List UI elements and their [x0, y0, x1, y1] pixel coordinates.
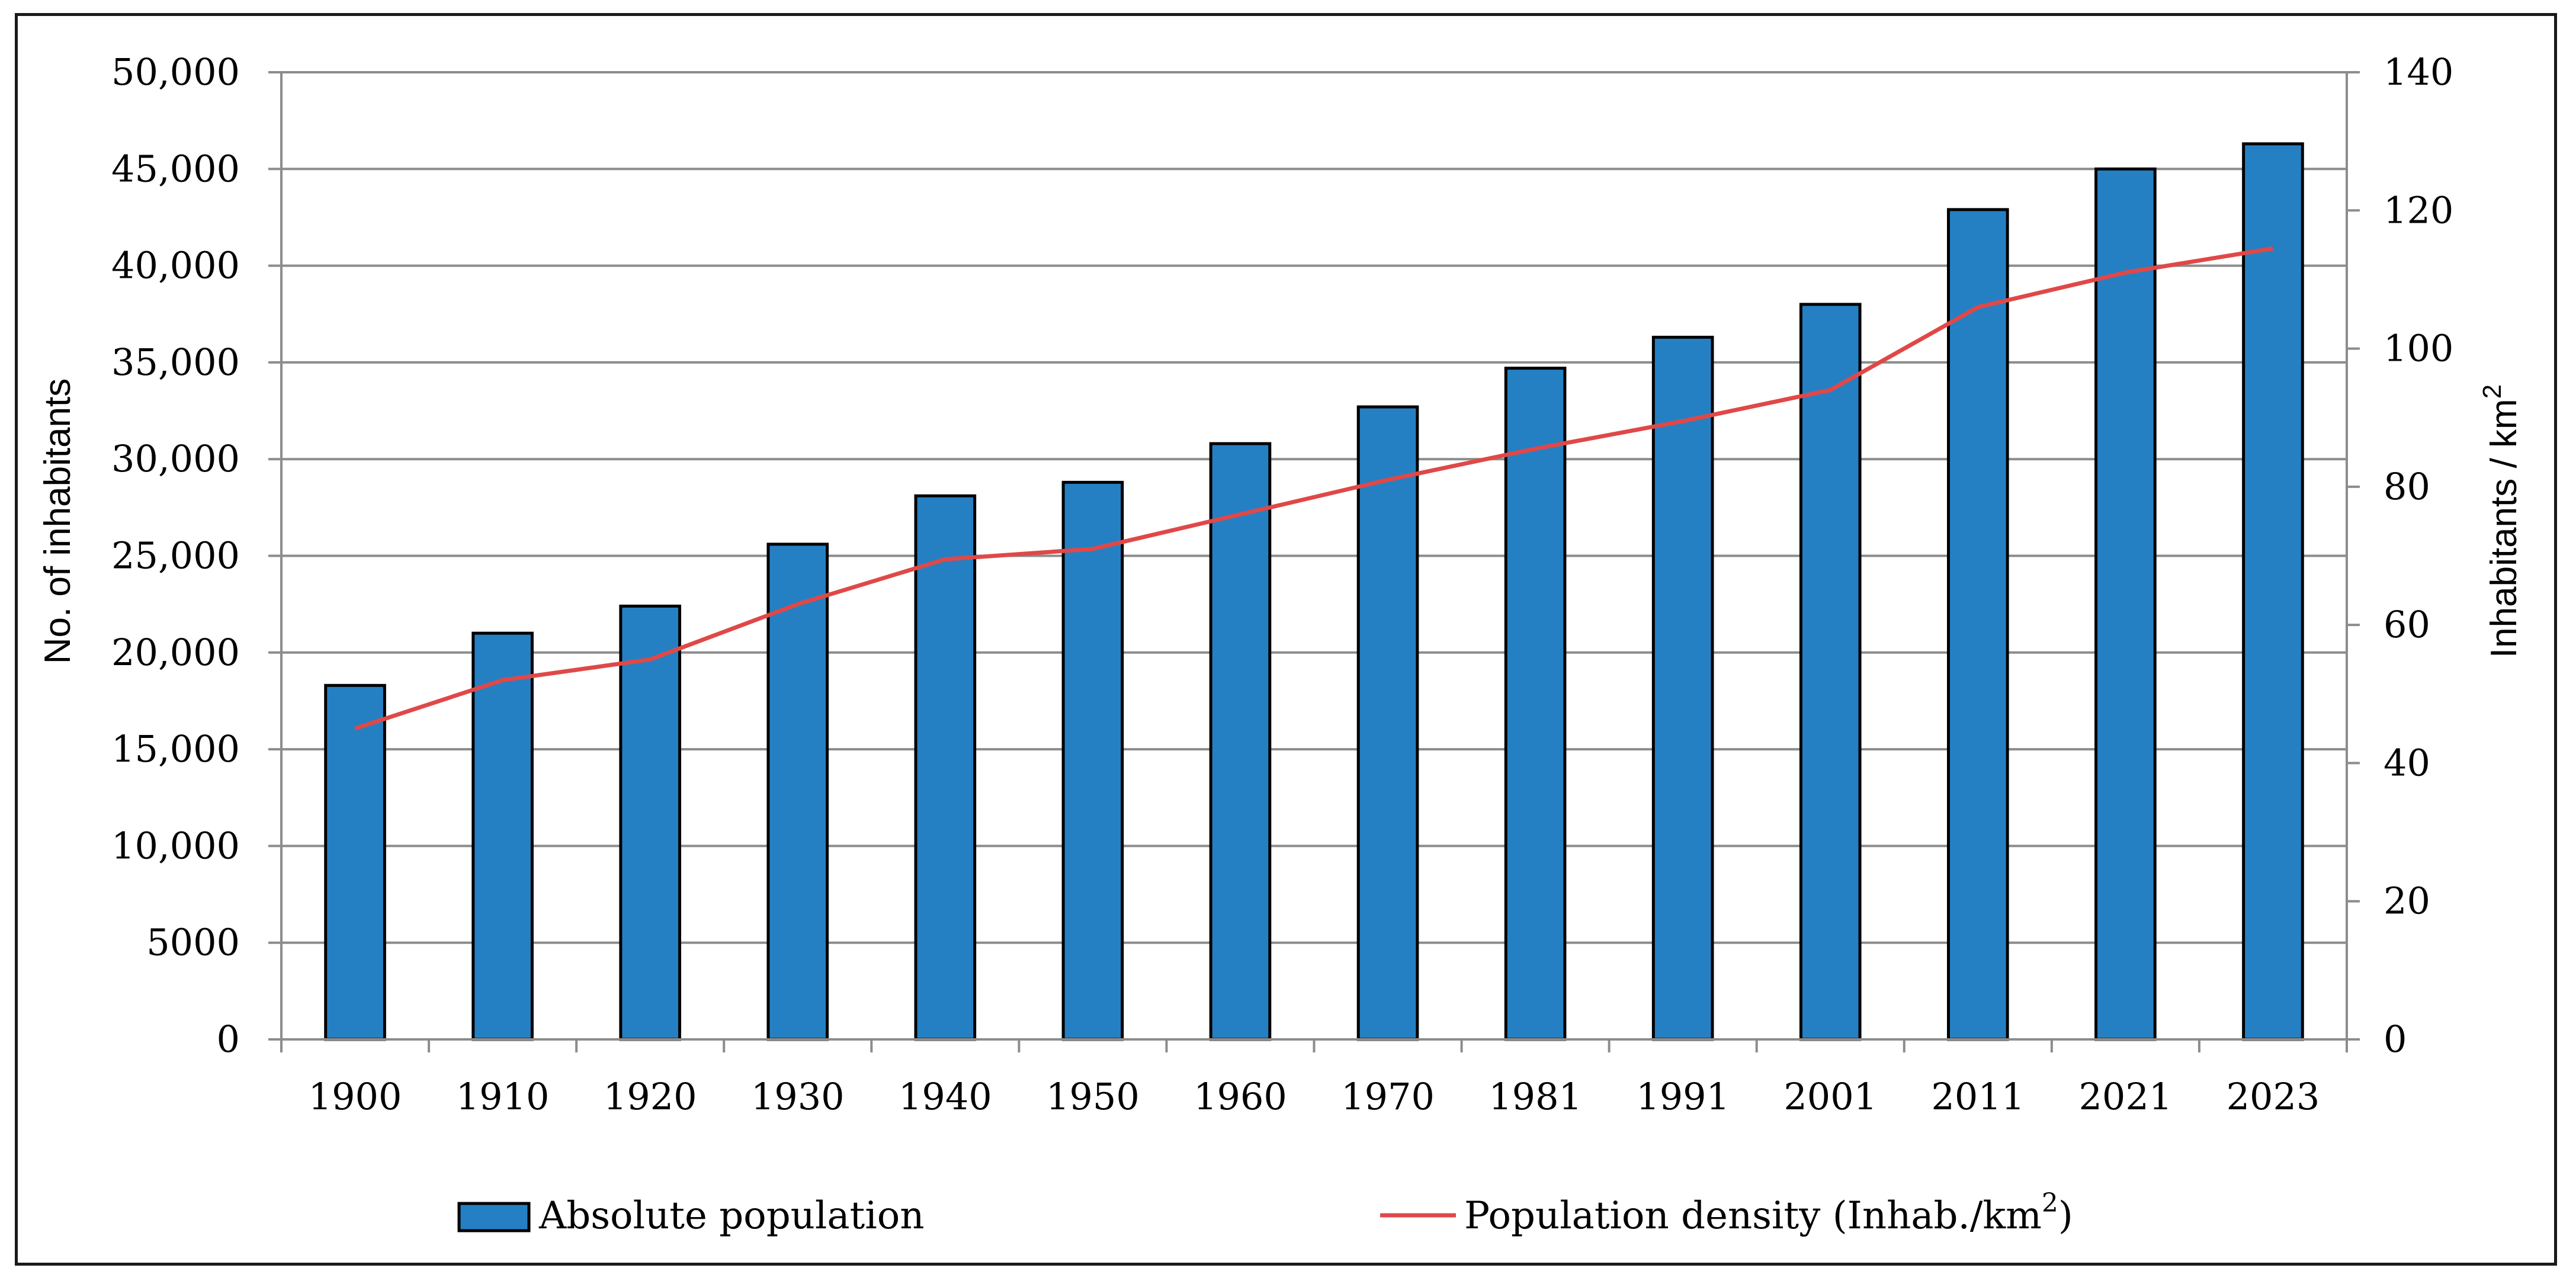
y-left-tick-label: 50,000 [111, 50, 240, 94]
legend: Absolute population Population density (… [457, 1188, 2073, 1238]
y-axis-left-title: No. of inhabitants [37, 378, 78, 665]
x-tick-label: 1940 [899, 1075, 992, 1118]
y-left-tick-label: 5000 [146, 921, 240, 964]
legend-swatch-population [457, 1202, 531, 1232]
x-tick-label: 1991 [1636, 1075, 1730, 1118]
y-left-tick-label: 0 [217, 1017, 240, 1061]
x-tick-label: 1920 [604, 1075, 697, 1118]
density-line [354, 246, 2274, 731]
x-tick-label: 2021 [2078, 1075, 2172, 1118]
gridlines [281, 71, 2347, 944]
x-tick-label: 2001 [1783, 1075, 1877, 1118]
y-right-tick-label: 100 [2383, 327, 2453, 370]
y-right-tick-label: 60 [2383, 603, 2430, 646]
bar [914, 494, 977, 1041]
x-tick-label: 1981 [1489, 1075, 1582, 1118]
y-left-tick-label: 20,000 [111, 631, 240, 674]
x-tick-label: 1960 [1194, 1075, 1287, 1118]
y-right-tick-label: 40 [2383, 741, 2430, 784]
x-tick-label: 2023 [2227, 1075, 2320, 1118]
x-tick-label: 1910 [456, 1075, 550, 1118]
bar [2242, 142, 2304, 1041]
y-right-tick-label: 0 [2383, 1017, 2407, 1061]
bar [766, 543, 829, 1041]
legend-label-density: Population density (Inhab./km2) [1464, 1188, 2073, 1238]
x-tick-label: 1950 [1046, 1075, 1140, 1118]
axes [268, 71, 2360, 1052]
bar [324, 683, 386, 1041]
bar-series [324, 142, 2304, 1041]
y-right-tick-label: 20 [2383, 879, 2430, 923]
bar [1947, 208, 2009, 1041]
y-right-tick-label: 120 [2383, 188, 2453, 232]
bar [1356, 405, 1419, 1041]
bar [619, 604, 681, 1041]
x-tick-label: 1930 [751, 1075, 845, 1118]
y-left-tick-label: 35,000 [111, 341, 240, 384]
y-left-tick-label: 30,000 [111, 437, 240, 480]
bar [1061, 480, 1124, 1041]
bar [1504, 367, 1567, 1041]
y-axis-right-title: Inhabitants / km2 [2478, 384, 2524, 658]
bar [2094, 167, 2157, 1041]
line-series [354, 246, 2274, 731]
tick-labels: 0 5000 10,000 15,000 20,000 25,000 30,000 35,00… [111, 50, 2453, 1118]
bar [1651, 335, 1714, 1041]
y-left-tick-label: 25,000 [111, 534, 240, 577]
y-right-tick-label: 140 [2383, 50, 2453, 94]
x-tick-label: 2011 [1931, 1075, 2025, 1118]
y-left-tick-label: 45,000 [111, 147, 240, 190]
y-left-tick-label: 10,000 [111, 824, 240, 867]
y-left-tick-label: 15,000 [111, 727, 240, 771]
legend-label-population: Absolute population [538, 1194, 924, 1238]
bar [1799, 303, 1862, 1041]
x-tick-label: 1970 [1341, 1075, 1435, 1118]
y-right-tick-label: 80 [2383, 465, 2430, 508]
x-tick-label: 1900 [309, 1075, 402, 1118]
y-left-tick-label: 40,000 [111, 244, 240, 287]
bar [471, 631, 534, 1041]
bar [1209, 442, 1272, 1041]
